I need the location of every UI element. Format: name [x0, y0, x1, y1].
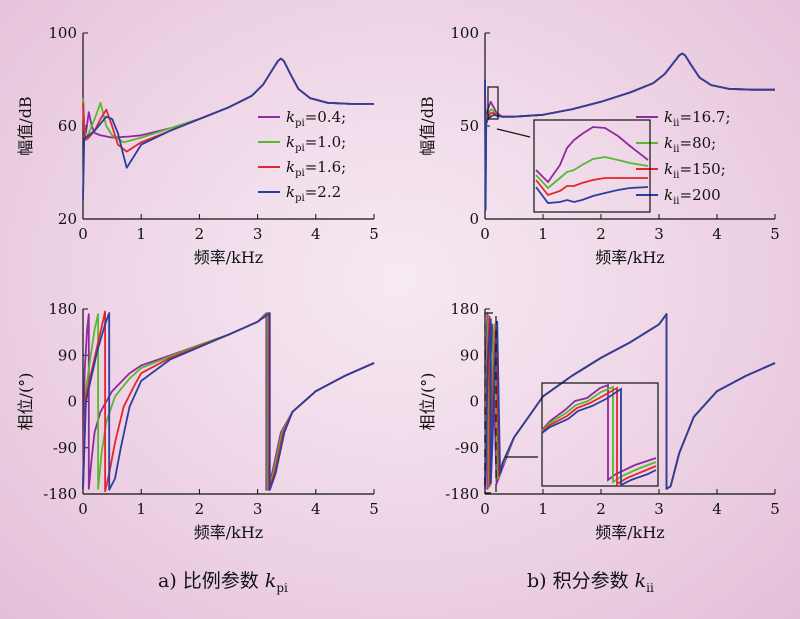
inset-line-blue [541, 387, 657, 487]
caption-b-prefix: b) 积分参数 [527, 570, 635, 592]
chart-mag_kpi: 0 1 2 3 4 5 20 60 100 频率/kHz 幅值/dB kpi=0.4; kpi=1.0;… [16, 24, 379, 267]
x-tick-label: 0 [480, 225, 490, 243]
y-tick-label: 60 [58, 117, 77, 135]
x-tick-label: 4 [311, 225, 321, 243]
legend-entry: kpi=1.0; [286, 133, 346, 154]
x-tick-label: 4 [712, 500, 722, 518]
x-axis-label: 频率/kHz [194, 248, 263, 267]
x-tick-label: 1 [136, 500, 146, 518]
y-tick-label: -90 [53, 439, 77, 457]
x-tick-label: 0 [480, 500, 490, 518]
x-axis-label: 频率/kHz [595, 248, 664, 267]
legend-entry: kpi=1.6; [286, 158, 346, 179]
x-tick-label: 0 [78, 500, 88, 518]
legend-entry: kii=16.7; [664, 108, 731, 129]
legend-entry: kpi=0.4; [286, 108, 346, 129]
series-line-red [82, 310, 375, 493]
y-tick-label: 0 [469, 393, 479, 411]
x-tick-label: 5 [770, 225, 780, 243]
y-tick-label: 50 [460, 117, 479, 135]
caption-a: a) 比例参数 kpi [158, 566, 288, 595]
series-line-blue [82, 312, 375, 491]
x-axis-label: 频率/kHz [595, 523, 664, 542]
y-axis-label: 相位/(°) [16, 373, 35, 431]
x-axis-label: 频率/kHz [194, 523, 263, 542]
zoom-connector [496, 128, 531, 138]
series-line-blue [484, 313, 776, 490]
y-axis-label: 幅值/dB [16, 96, 35, 155]
y-tick-label: 0 [469, 210, 479, 228]
x-tick-label: 1 [136, 225, 146, 243]
series-line-green [82, 57, 374, 144]
series-line-purple [484, 313, 776, 490]
x-tick-label: 1 [538, 225, 548, 243]
inset-line-red [541, 386, 657, 486]
zoom-inset-phase [484, 312, 659, 494]
y-tick-label: 90 [58, 346, 77, 364]
x-tick-label: 3 [253, 225, 263, 243]
y-tick-label: -180 [445, 485, 479, 503]
x-tick-label: 5 [369, 225, 379, 243]
x-tick-label: 3 [654, 500, 664, 518]
chart-phase_kii: 0 1 2 3 4 5 -180 -90 0 90 180 频率/kHz 相位/(°) [418, 300, 780, 542]
legend-entry: kii=150; [664, 160, 726, 181]
y-tick-label: 0 [67, 393, 77, 411]
zoom-source-box [484, 312, 497, 494]
zoom-source-box [487, 86, 499, 120]
caption-b-var: k [634, 570, 647, 592]
x-tick-label: 0 [78, 225, 88, 243]
x-tick-label: 2 [596, 225, 606, 243]
y-tick-label: -90 [455, 439, 479, 457]
x-tick-label: 1 [538, 500, 548, 518]
y-axis-label: 相位/(°) [418, 373, 437, 431]
caption-a-var: k [264, 570, 277, 592]
caption-a-prefix: a) 比例参数 [158, 570, 265, 592]
x-tick-label: 5 [770, 500, 780, 518]
inset-line-green [535, 156, 649, 190]
y-tick-label: 180 [48, 300, 77, 318]
legend-entry: kii=80; [664, 134, 716, 155]
y-tick-label: 20 [58, 210, 77, 228]
x-tick-label: 5 [369, 500, 379, 518]
y-tick-label: 90 [460, 346, 479, 364]
zoom-inset-magnitude [487, 86, 651, 213]
y-tick-label: 100 [48, 24, 77, 42]
x-tick-label: 4 [712, 225, 722, 243]
x-tick-label: 2 [596, 500, 606, 518]
y-tick-label: 100 [450, 24, 479, 42]
chart-phase_kpi: 0 1 2 3 4 5 -180 -90 0 90 180 频率/kHz 相位/(°) [16, 300, 379, 542]
legend-entry: kpi=2.2 [286, 183, 341, 204]
series-line-red [484, 313, 776, 490]
series-line-green [484, 313, 776, 490]
zoom-inset-frame [541, 382, 659, 487]
series-line-blue [82, 57, 374, 201]
x-tick-label: 2 [195, 500, 205, 518]
inset-line-blue [535, 186, 649, 204]
caption-b: b) 积分参数 kii [527, 566, 654, 595]
zoom-inset-frame [533, 119, 651, 213]
x-tick-label: 3 [654, 225, 664, 243]
series-line-blue [484, 52, 775, 211]
x-tick-label: 3 [253, 500, 263, 518]
caption-b-sub: ii [646, 580, 654, 595]
inset-line-purple [535, 126, 649, 184]
caption-a-sub: pi [276, 580, 288, 595]
y-tick-label: -180 [43, 485, 77, 503]
inset-line-red [535, 177, 648, 197]
y-tick-label: 180 [450, 300, 479, 318]
y-axis-label: 幅值/dB [418, 96, 437, 155]
inset-line-purple [541, 383, 657, 482]
x-tick-label: 2 [195, 225, 205, 243]
series-line-purple [484, 52, 775, 146]
legend-entry: kii=200 [664, 186, 721, 207]
inset-line-green [541, 385, 657, 484]
x-tick-label: 4 [311, 500, 321, 518]
